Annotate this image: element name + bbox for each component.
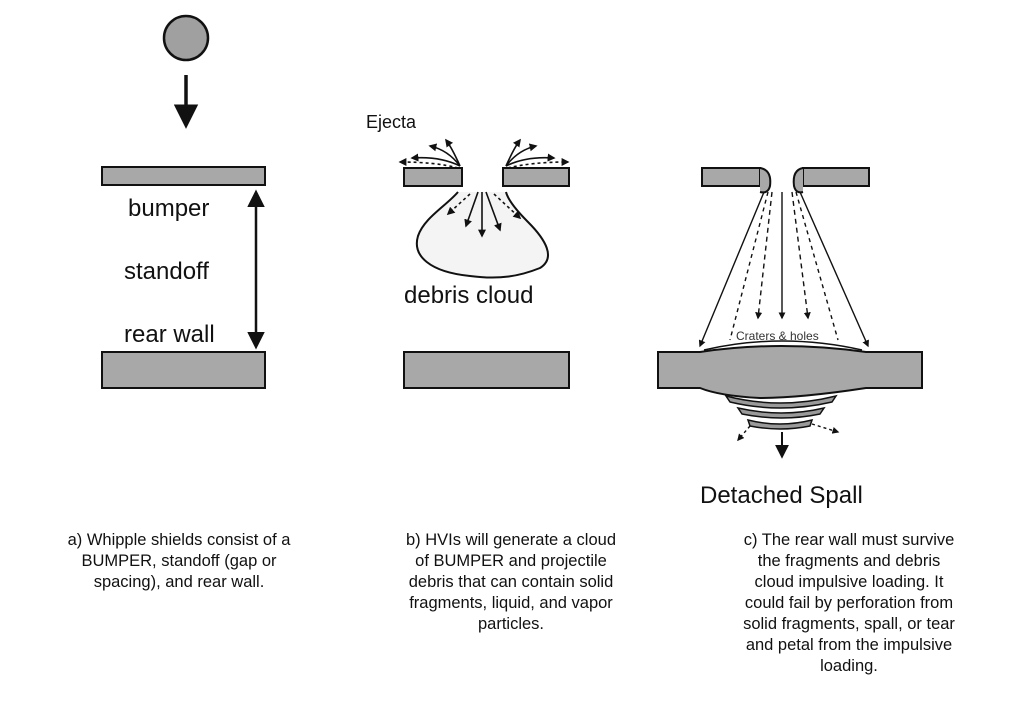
panel-c — [657, 167, 923, 459]
spall-fragments — [724, 394, 838, 430]
label-debris-cloud: debris cloud — [404, 282, 534, 309]
bumper-plate-right — [802, 167, 870, 187]
rear-wall-plate-deformed — [657, 345, 923, 400]
caption-a: a) Whipple shields consist of a BUMPER, … — [67, 531, 291, 591]
caption-b: b) HVIs will generate a cloud of BUMPER … — [405, 531, 617, 633]
caption-c: c) The rear wall must survive the fragme… — [743, 531, 955, 675]
ejecta-spray-left — [398, 138, 461, 169]
bumper-plate-right — [502, 167, 570, 187]
label-detached-spall: Detached Spall — [700, 482, 863, 509]
bumper-plate-left — [403, 167, 463, 187]
label-rear-wall: rear wall — [124, 321, 215, 348]
panel-a — [101, 14, 266, 389]
petal-left — [759, 167, 772, 194]
label-ejecta: Ejecta — [366, 112, 417, 132]
spall-trajectories — [737, 423, 840, 459]
rear-wall-plate — [101, 351, 266, 389]
panel-b — [398, 138, 570, 389]
label-craters-holes: Craters & holes — [736, 329, 819, 343]
petal-right — [792, 167, 804, 194]
bumper-plate-left — [701, 167, 761, 187]
bumper-plate — [101, 166, 266, 186]
label-bumper: bumper — [128, 195, 210, 222]
rear-wall-plate — [403, 351, 570, 389]
debris-cone — [698, 191, 869, 348]
label-standoff: standoff — [124, 258, 209, 285]
projectile — [162, 14, 210, 62]
crater-surface — [703, 340, 863, 351]
debris-fragments — [446, 191, 522, 238]
ejecta-spray-right — [505, 138, 570, 169]
